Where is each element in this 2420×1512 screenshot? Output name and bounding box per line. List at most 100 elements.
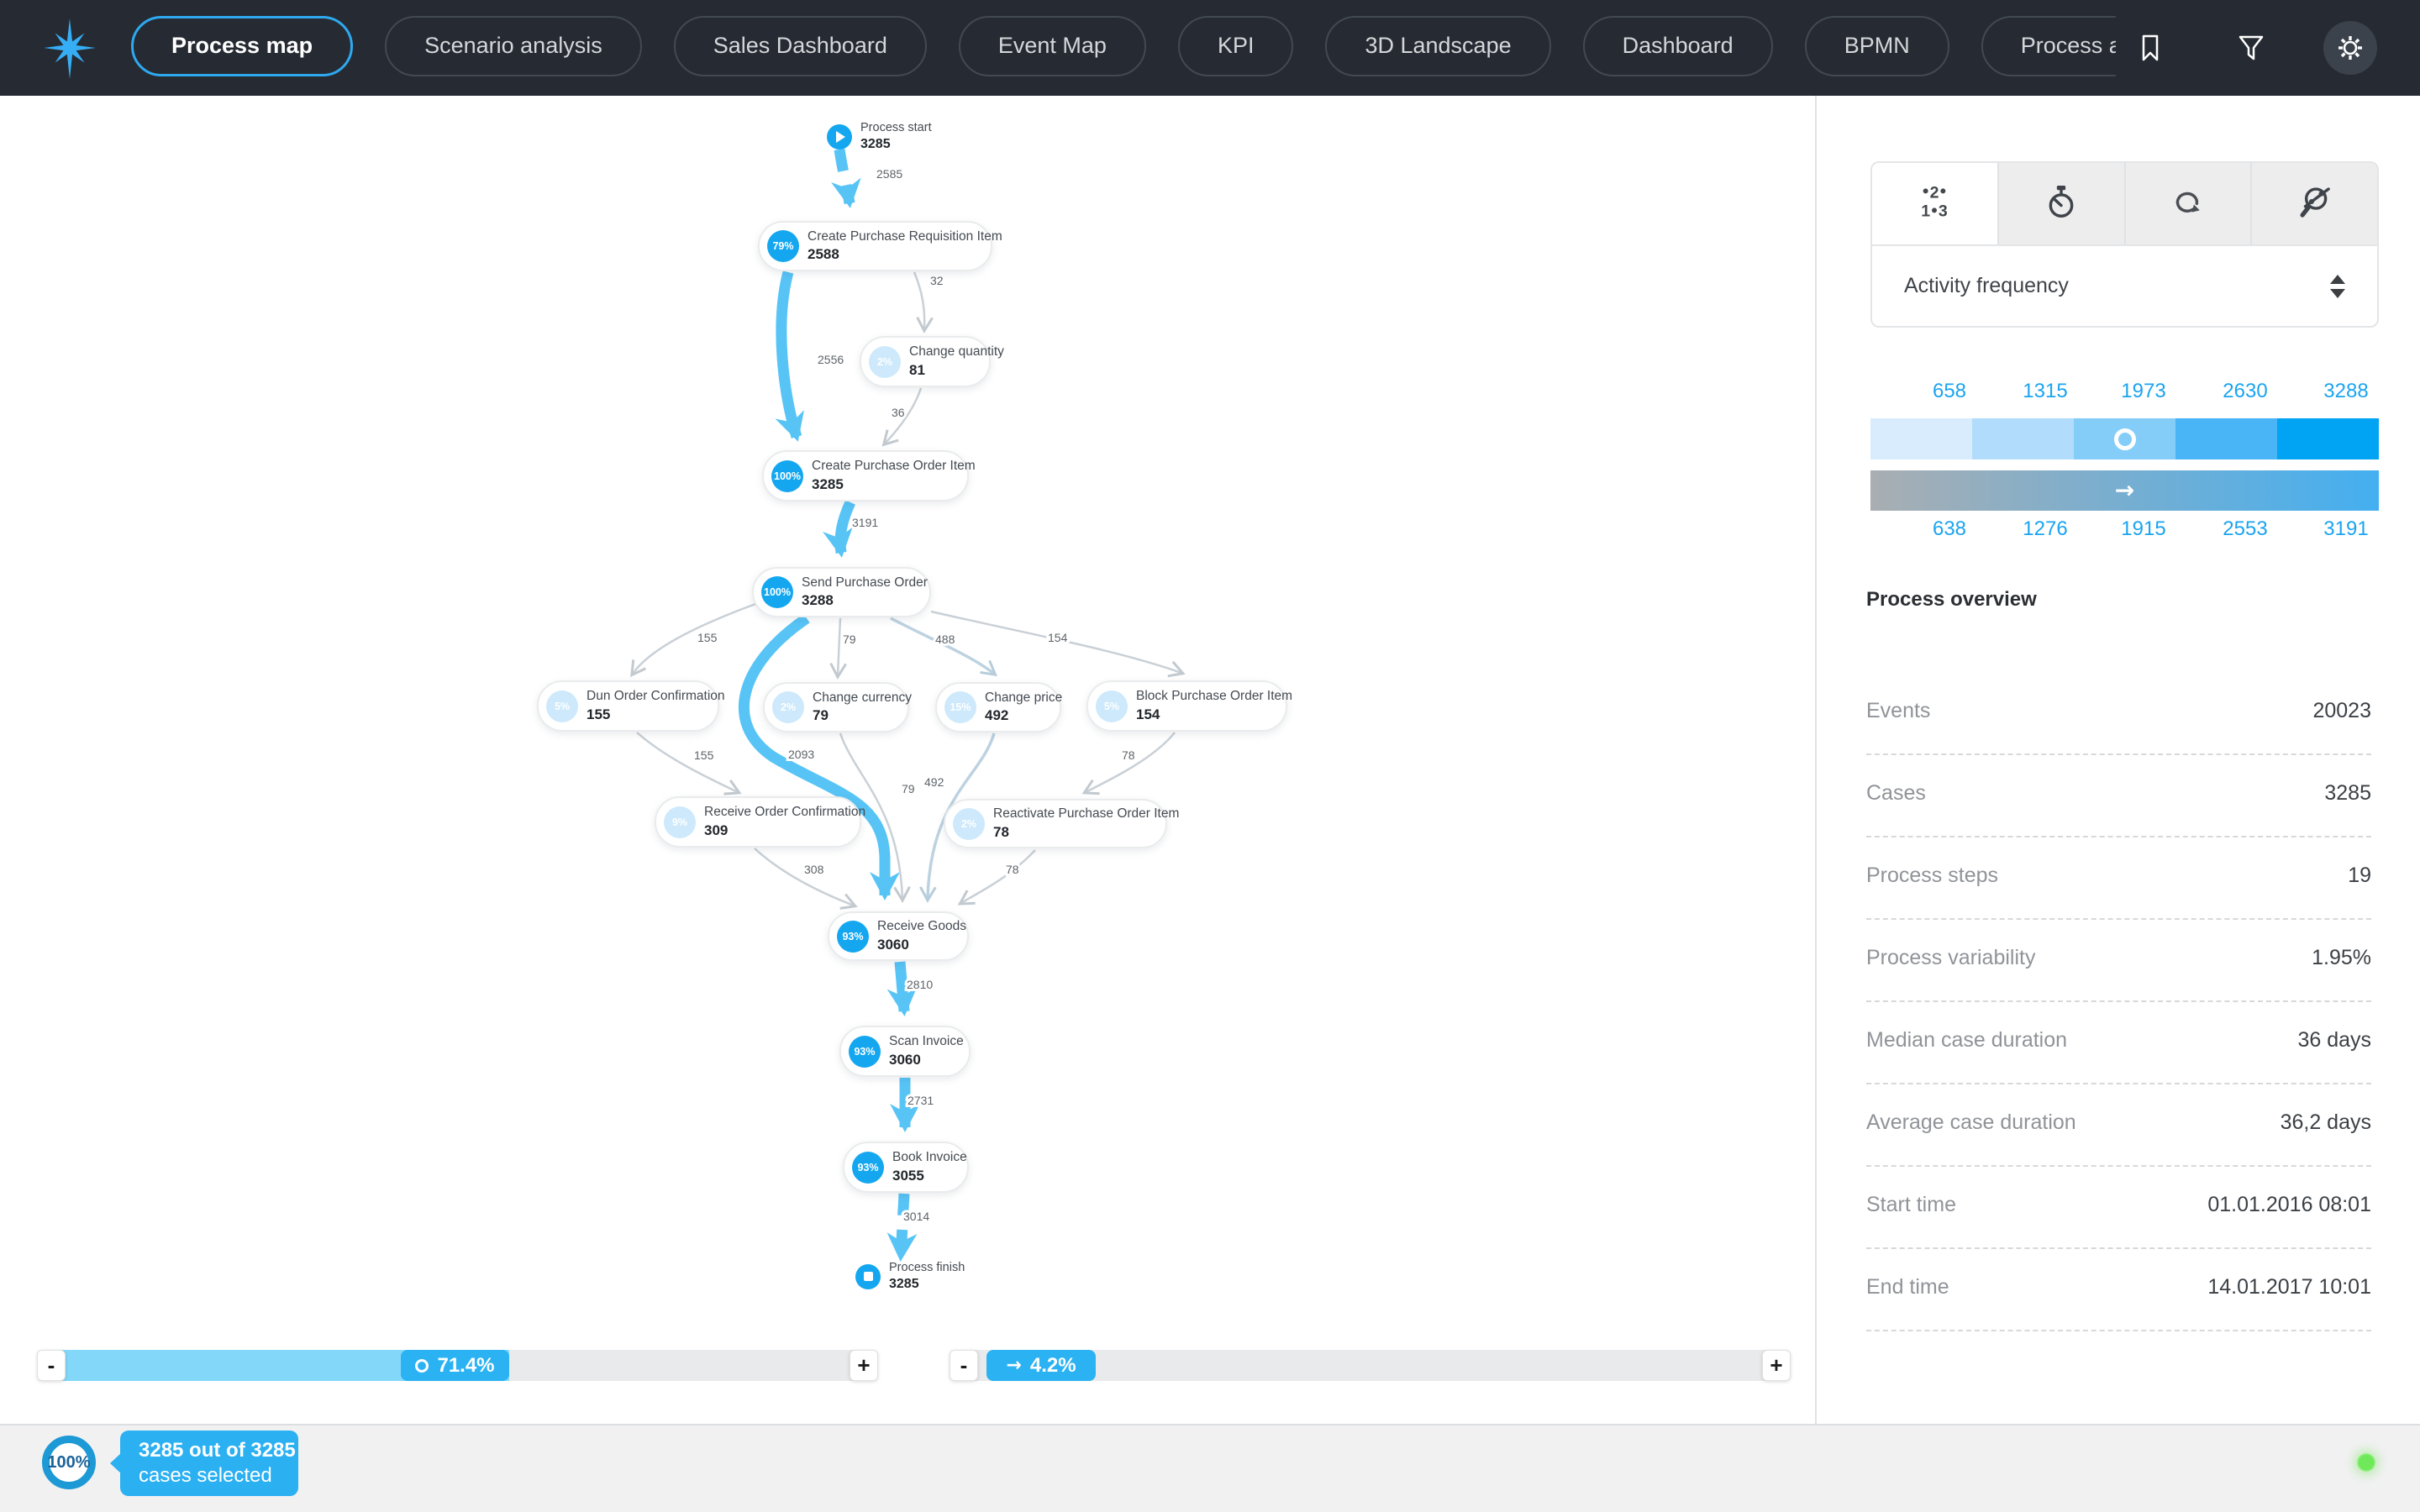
overview-separator xyxy=(1866,1083,2371,1084)
process-node-change-quantity[interactable]: 2% Change quantity 81 xyxy=(860,336,1004,387)
node-frequency-badge: 79% xyxy=(767,230,799,262)
connections-zoom-in-button[interactable]: + xyxy=(1762,1350,1791,1381)
node-case-count: 3060 xyxy=(889,1051,921,1068)
tab-scenario-analysis[interactable]: Scenario analysis xyxy=(385,16,642,76)
process-node-book-invoice[interactable]: 93% Book Invoice 3055 xyxy=(843,1142,969,1193)
activities-zoom-out-button[interactable]: - xyxy=(37,1350,66,1381)
overview-label: Average case duration xyxy=(1866,1110,2076,1134)
panel-tab-variant-search[interactable] xyxy=(2250,163,2377,244)
node-title: Change quantity xyxy=(909,344,1004,360)
chevron-updown-icon xyxy=(2330,274,2345,298)
legend-value: 638 xyxy=(1932,517,1967,540)
process-overview-title: Process overview xyxy=(1866,588,2037,611)
topbar-tabs: Process map Scenario analysis Sales Dashbo… xyxy=(131,16,2116,76)
process-node-block-purchase-order-item[interactable]: 5% Block Purchase Order Item 154 xyxy=(1086,680,1292,732)
edge-frequency-label: 79 xyxy=(843,633,856,646)
svg-text:1: 1 xyxy=(1922,202,1931,220)
node-title: Process finish xyxy=(889,1261,965,1274)
overview-label: Median case duration xyxy=(1866,1028,2068,1052)
panel-tab-duration-stopwatch[interactable] xyxy=(1996,163,2124,244)
node-title: Receive Order Confirmation xyxy=(704,805,866,820)
tab-bpmn[interactable]: BPMN xyxy=(1804,16,1949,76)
tab-process-map[interactable]: Process map xyxy=(131,16,354,76)
connections-zoom-handle[interactable]: → 4.2% xyxy=(986,1350,1096,1381)
edge-frequency-label: 3191 xyxy=(852,516,878,529)
edge-frequency-label: 2556 xyxy=(818,353,844,366)
overview-separator xyxy=(1866,1247,2371,1249)
overview-value: 20023 xyxy=(2312,699,2371,722)
connections-zoom-out-button[interactable]: - xyxy=(950,1350,978,1381)
overview-value: 1.95% xyxy=(2312,946,2371,969)
duration-stopwatch-icon xyxy=(2042,182,2081,225)
tab-event-map[interactable]: Event Map xyxy=(958,16,1146,76)
node-title: Create Purchase Order Item xyxy=(812,459,976,474)
process-node-receive-order-confirmation[interactable]: 9% Receive Order Confirmation 309 xyxy=(655,796,865,848)
settings-button[interactable] xyxy=(2323,21,2377,75)
overview-separator xyxy=(1866,1000,2371,1002)
process-edge xyxy=(831,149,861,208)
legend-segment xyxy=(2175,418,2277,459)
node-frequency-badge: 2% xyxy=(772,691,804,723)
tab-sales-dashboard[interactable]: Sales Dashboard xyxy=(673,16,927,76)
activities-zoom-slider[interactable]: - 71.4% + xyxy=(37,1350,878,1381)
overview-separator xyxy=(1866,836,2371,837)
process-node-reactivate-purchase-order-item[interactable]: 2% Reactivate Purchase Order Item 78 xyxy=(944,799,1179,848)
activities-zoom-in-button[interactable]: + xyxy=(850,1350,878,1381)
process-node-send-purchase-order[interactable]: 100% Send Purchase Order 3288 xyxy=(752,567,931,617)
selection-percent-ring[interactable]: 100% xyxy=(42,1436,96,1489)
node-case-count: 3055 xyxy=(892,1167,924,1184)
app-logo-star-icon[interactable] xyxy=(37,15,103,81)
process-node-receive-goods[interactable]: 93% Receive Goods 3060 xyxy=(828,911,969,961)
legend-value: 2553 xyxy=(2223,517,2268,540)
process-edge xyxy=(919,732,996,904)
process-node-process-start[interactable]: Process start 3285 xyxy=(827,120,932,154)
overview-row-events: Events 20023 xyxy=(1866,699,2371,727)
overview-row-process-steps: Process steps 19 xyxy=(1866,864,2371,892)
node-frequency-badge: 100% xyxy=(761,576,793,608)
panel-tab-loops[interactable] xyxy=(2123,163,2251,244)
node-title: Dun Order Confirmation xyxy=(587,689,725,704)
legend-connection-scale[interactable]: → xyxy=(1870,470,2379,511)
metric-selector[interactable]: Activity frequency xyxy=(1870,244,2379,328)
process-node-process-finish[interactable]: Process finish 3285 xyxy=(855,1260,965,1294)
tab-3d-landscape[interactable]: 3D Landscape xyxy=(1325,16,1551,76)
activities-zoom-handle[interactable]: 71.4% xyxy=(401,1350,509,1381)
connections-zoom-slider[interactable]: - → 4.2% + xyxy=(950,1350,1791,1381)
bookmark-button[interactable] xyxy=(2123,21,2177,75)
node-title: Block Purchase Order Item xyxy=(1136,689,1293,704)
node-case-count: 79 xyxy=(813,707,829,724)
node-case-count: 3060 xyxy=(877,936,909,953)
tab-kpi[interactable]: KPI xyxy=(1177,16,1294,76)
edge-frequency-label: 155 xyxy=(697,631,718,644)
process-node-dun-order-confirmation[interactable]: 5% Dun Order Confirmation 155 xyxy=(537,680,725,732)
process-node-create-purchase-order-item[interactable]: 100% Create Purchase Order Item 3285 xyxy=(762,450,976,501)
node-title: Book Invoice xyxy=(892,1150,967,1165)
process-node-scan-invoice[interactable]: 93% Scan Invoice 3060 xyxy=(839,1026,971,1077)
overview-label: Process steps xyxy=(1866,864,1999,887)
node-case-count: 3285 xyxy=(860,136,891,151)
legend-activity-scale[interactable] xyxy=(1870,418,2379,459)
arrow-right-icon: → xyxy=(2114,476,2135,504)
overview-label: Process variability xyxy=(1866,946,2036,969)
overview-row-start-time: Start time 01.01.2016 08:01 xyxy=(1866,1193,2371,1221)
tab-dashboard[interactable]: Dashboard xyxy=(1582,16,1773,76)
node-frequency-badge: 5% xyxy=(1096,690,1128,722)
edge-frequency-label: 32 xyxy=(930,274,944,287)
edge-frequency-label: 2585 xyxy=(876,167,902,181)
overview-value: 19 xyxy=(2348,864,2371,887)
filter-button[interactable] xyxy=(2224,21,2278,75)
legend-value: 1276 xyxy=(2023,517,2068,540)
status-green-dot xyxy=(2357,1453,2375,1472)
process-node-create-purchase-requisition-item[interactable]: 79% Create Purchase Requisition Item 2588 xyxy=(758,221,1002,271)
tab-process-audit[interactable]: Process audit xyxy=(1981,16,2116,76)
process-edge xyxy=(823,500,855,558)
process-node-change-currency[interactable]: 2% Change currency 79 xyxy=(763,682,912,732)
process-edge xyxy=(739,613,900,900)
node-title: Change price xyxy=(985,690,1063,705)
process-node-change-price[interactable]: 15% Change price 492 xyxy=(935,682,1063,732)
overview-row-process-variability: Process variability 1.95% xyxy=(1866,946,2371,974)
node-case-count: 492 xyxy=(985,707,1009,724)
